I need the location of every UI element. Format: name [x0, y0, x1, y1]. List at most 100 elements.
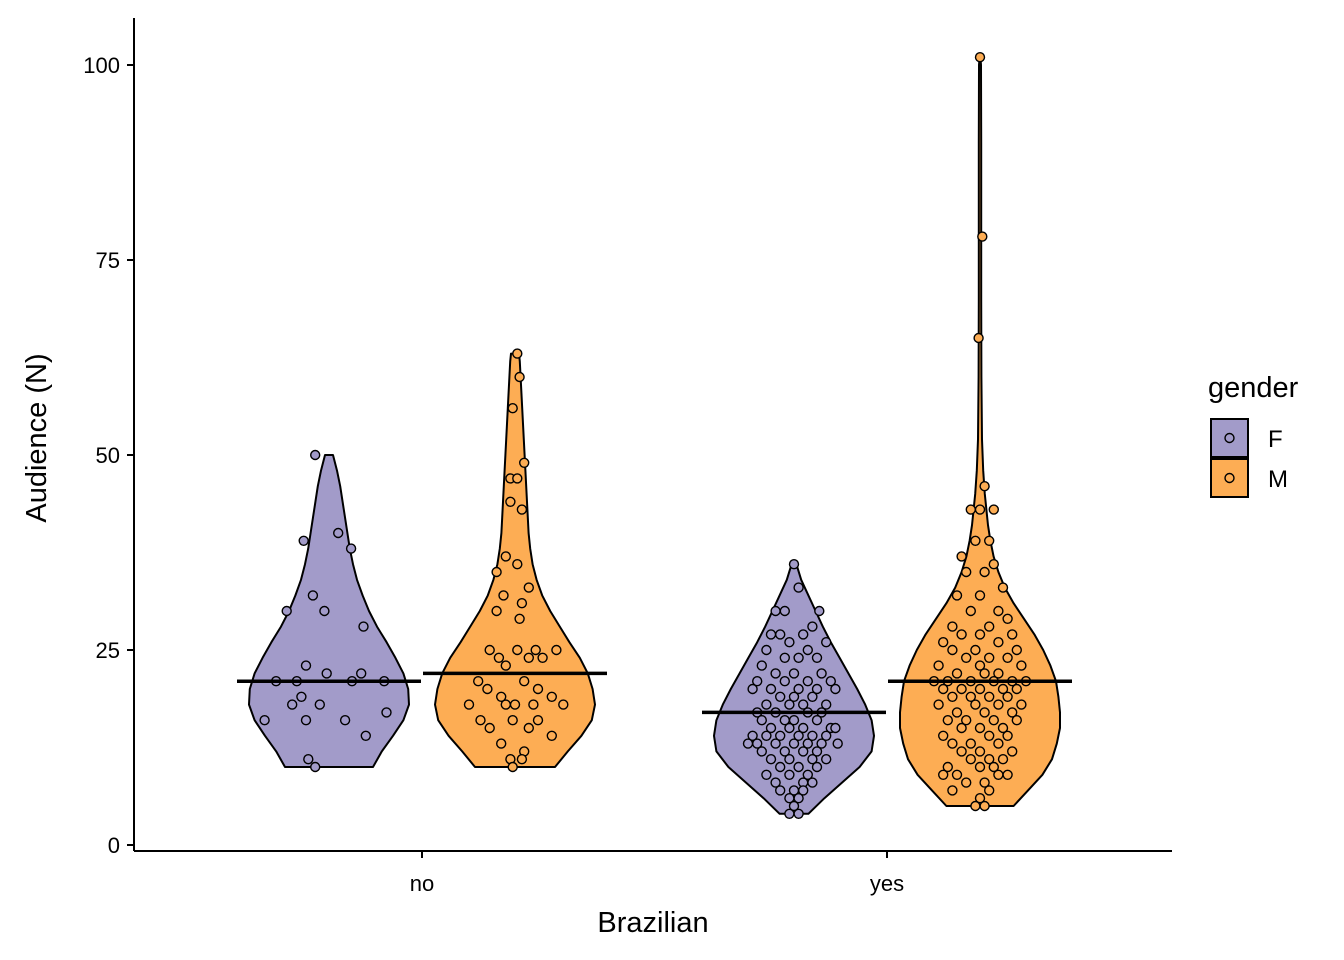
data-point [961, 566, 972, 578]
legend-key-M [1210, 458, 1249, 498]
data-point [756, 746, 767, 757]
data-point [784, 808, 795, 819]
data-point [509, 699, 521, 710]
data-point [770, 605, 781, 617]
data-point [942, 715, 953, 726]
legend-label-F: F [1268, 426, 1283, 453]
data-point [793, 730, 804, 741]
data-point [811, 715, 823, 726]
data-point [974, 746, 986, 757]
data-point [532, 715, 544, 726]
data-point [761, 769, 772, 780]
data-point [516, 504, 528, 515]
data-point [798, 722, 809, 734]
data-point [970, 644, 981, 656]
data-point [512, 473, 523, 484]
data-point [765, 722, 777, 734]
data-point [988, 761, 999, 773]
data-point [500, 699, 511, 710]
data-point [811, 652, 823, 663]
y-tick-label: 25 [96, 638, 120, 663]
data-point [756, 715, 767, 726]
data-point [979, 481, 990, 492]
data-point [360, 730, 371, 741]
data-point [938, 637, 949, 648]
data-point [770, 738, 781, 749]
data-point [951, 769, 963, 780]
data-point [558, 699, 569, 710]
data-point [784, 722, 795, 734]
data-point [339, 715, 351, 726]
data-point [951, 707, 963, 718]
data-point [463, 699, 475, 710]
data-point [496, 691, 507, 702]
data-point [507, 761, 518, 773]
data-point [473, 676, 484, 687]
data-point [974, 683, 986, 695]
y-axis-title: Audience (N) [21, 353, 53, 522]
data-point [830, 722, 841, 734]
data-point [551, 644, 562, 656]
data-point [802, 644, 813, 656]
data-point [516, 754, 528, 765]
data-point [788, 738, 800, 749]
data-point [546, 730, 557, 741]
legend: gender FM [1208, 372, 1299, 498]
data-point [512, 559, 523, 570]
data-point [765, 683, 777, 695]
data-point [970, 535, 981, 546]
data-point [498, 590, 509, 601]
data-point [802, 676, 813, 687]
data-point [475, 715, 486, 726]
data-point [1002, 730, 1013, 741]
data-point [997, 722, 1009, 734]
data-point [798, 699, 809, 710]
data-point [997, 683, 1009, 695]
data-point [770, 668, 781, 679]
data-point [381, 707, 392, 718]
data-point [993, 769, 1004, 780]
data-point [984, 730, 995, 741]
data-point [974, 793, 986, 804]
data-point [505, 496, 516, 507]
data-point [979, 777, 990, 788]
data-point [307, 590, 319, 601]
data-point [974, 504, 986, 515]
data-point [793, 808, 804, 819]
legend-point-icon [1224, 432, 1235, 444]
data-point [984, 691, 995, 702]
legend-title: gender [1208, 372, 1299, 404]
data-point [752, 676, 763, 687]
data-point [965, 605, 976, 617]
data-point [259, 715, 270, 726]
axes [133, 18, 1172, 852]
data-point [523, 652, 534, 663]
data-point [793, 652, 804, 663]
data-point [798, 629, 809, 640]
x-tick-label-no: no [410, 871, 434, 896]
data-point [947, 785, 958, 796]
data-point [947, 691, 958, 702]
data-point [356, 668, 367, 679]
data-point [493, 652, 505, 663]
data-point [961, 777, 972, 788]
data-point [300, 715, 312, 726]
data-point [1016, 699, 1027, 710]
data-point [775, 629, 786, 640]
data-point [956, 683, 967, 695]
data-point [775, 730, 786, 741]
data-point [484, 644, 495, 656]
data-point [528, 699, 539, 710]
data-point [788, 559, 800, 570]
data-point [784, 769, 795, 780]
data-point [974, 52, 986, 63]
data-point [933, 699, 944, 710]
data-point [802, 769, 813, 780]
data-point [310, 449, 321, 461]
x-ticks: no yes [410, 851, 904, 896]
data-point [973, 332, 984, 344]
data-point [358, 621, 369, 632]
data-point [523, 582, 534, 593]
data-point [807, 730, 818, 741]
